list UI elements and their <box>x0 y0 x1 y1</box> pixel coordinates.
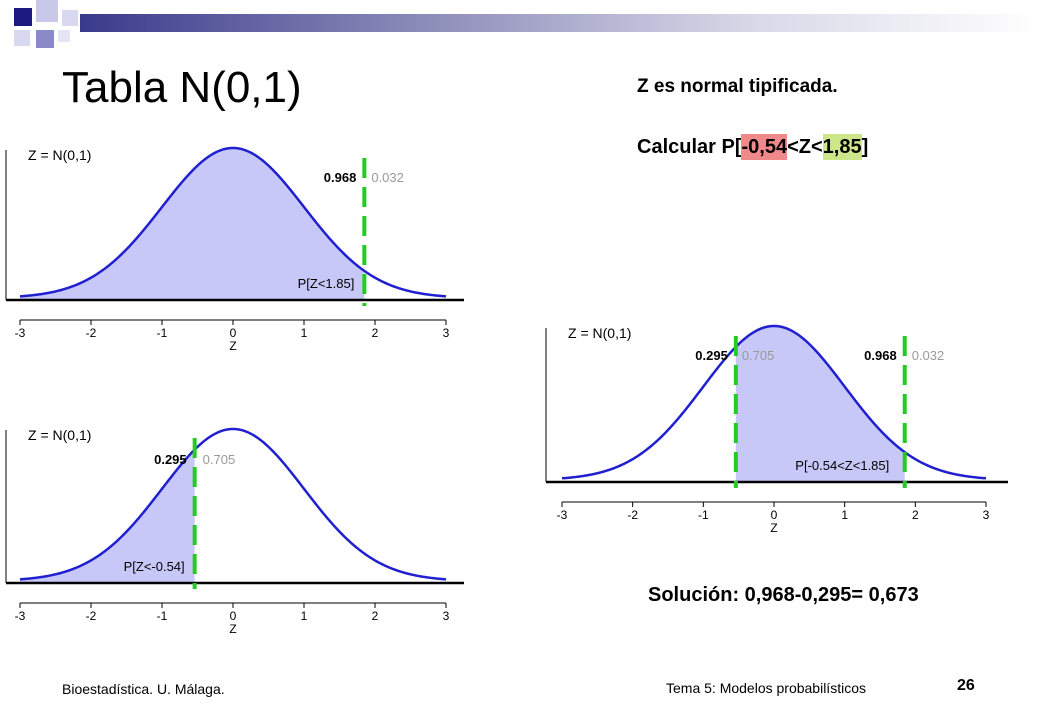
x-tick-label: 1 <box>301 609 308 623</box>
x-tick-label: 3 <box>983 508 990 522</box>
region-label: P[Z<1.85] <box>298 276 355 291</box>
x-tick-label: -2 <box>86 609 97 623</box>
x-axis-label: Z <box>229 339 236 353</box>
page-number: 26 <box>957 677 975 694</box>
normal-plot-upper-tail: -3 -2 -1 0 1 2 3 Z Z = N(0,1) 0.968 0.032 P[Z<1.85] <box>5 146 464 353</box>
x-tick-label: -1 <box>157 326 168 340</box>
x-axis-label: Z <box>229 622 236 636</box>
upper-right-probability: 0.032 <box>912 348 945 363</box>
density-curve <box>19 427 447 581</box>
x-tick-label: -2 <box>627 508 638 522</box>
x-tick-label: 1 <box>301 326 308 340</box>
left-probability: 0.295 <box>154 452 187 467</box>
logo-square-light <box>58 30 70 42</box>
normal-plot-lower-tail: -3 -2 -1 0 1 2 3 Z Z = N(0,1) 0.295 0.705 P[Z<-0.54… <box>5 427 464 636</box>
x-tick-label: 0 <box>230 326 237 340</box>
lower-right-probability: 0.705 <box>742 348 775 363</box>
chart-title: Z = N(0,1) <box>28 427 91 443</box>
x-tick-label: -3 <box>15 609 26 623</box>
shaded-probability-area <box>20 449 195 583</box>
logo-square-light <box>14 30 30 46</box>
x-tick-label: 3 <box>443 326 450 340</box>
solution-text: Solución: 0,968-0,295= 0,673 <box>648 584 919 606</box>
x-tick-label: 3 <box>443 609 450 623</box>
calc-middle: <Z< <box>787 136 823 158</box>
chart-title: Z = N(0,1) <box>568 325 631 341</box>
x-axis-label: Z <box>770 521 777 535</box>
calc-prefix: Calcular P[ <box>637 136 742 158</box>
normal-plot-interval: -3 -2 -1 0 1 2 3 Z Z = N(0,1) 0.295 0.705 0.968 0.03… <box>545 324 1008 535</box>
calculation-prompt: Calcular P[-0,54<Z<1,85] <box>637 133 868 161</box>
region-label: P[Z<-0.54] <box>124 559 185 574</box>
footer-course: Bioestadística. U. Málaga. <box>62 681 225 697</box>
upper-left-probability: 0.968 <box>864 348 897 363</box>
calc-lower-bound: -0,54 <box>741 134 788 160</box>
right-probability: 0.032 <box>371 170 404 185</box>
left-probability: 0.968 <box>324 170 357 185</box>
logo-square-light <box>62 10 78 26</box>
x-tick-label: -2 <box>86 326 97 340</box>
logo-square-light <box>36 0 58 22</box>
shaded-probability-area <box>20 148 365 300</box>
x-tick-label: -3 <box>557 508 568 522</box>
lower-left-probability: 0.295 <box>695 348 728 363</box>
density-curve <box>19 146 447 298</box>
slide-title: Tabla N(0,1) <box>62 63 302 112</box>
chart-title: Z = N(0,1) <box>28 147 91 163</box>
calc-upper-bound: 1,85 <box>822 134 862 160</box>
footer-topic: Tema 5: Modelos probabilísticos <box>666 680 866 696</box>
subtitle: Z es normal tipificada. <box>637 76 838 97</box>
x-tick-label: -1 <box>698 508 709 522</box>
x-tick-label: 2 <box>372 326 379 340</box>
x-tick-label: 0 <box>771 508 778 522</box>
logo-square-mid <box>36 30 54 48</box>
x-tick-label: 2 <box>372 609 379 623</box>
logo-square-dark <box>14 8 32 26</box>
shaded-probability-area <box>735 326 905 482</box>
x-tick-label: -1 <box>157 609 168 623</box>
header-gradient-bar <box>80 14 1040 32</box>
region-label: P[-0.54<Z<1.85] <box>795 458 889 473</box>
right-probability: 0.705 <box>203 452 236 467</box>
x-tick-label: -3 <box>15 326 26 340</box>
x-tick-label: 1 <box>841 508 848 522</box>
x-tick-label: 0 <box>230 609 237 623</box>
calc-suffix: ] <box>861 136 869 158</box>
density-curve <box>561 324 987 480</box>
x-tick-label: 2 <box>912 508 919 522</box>
